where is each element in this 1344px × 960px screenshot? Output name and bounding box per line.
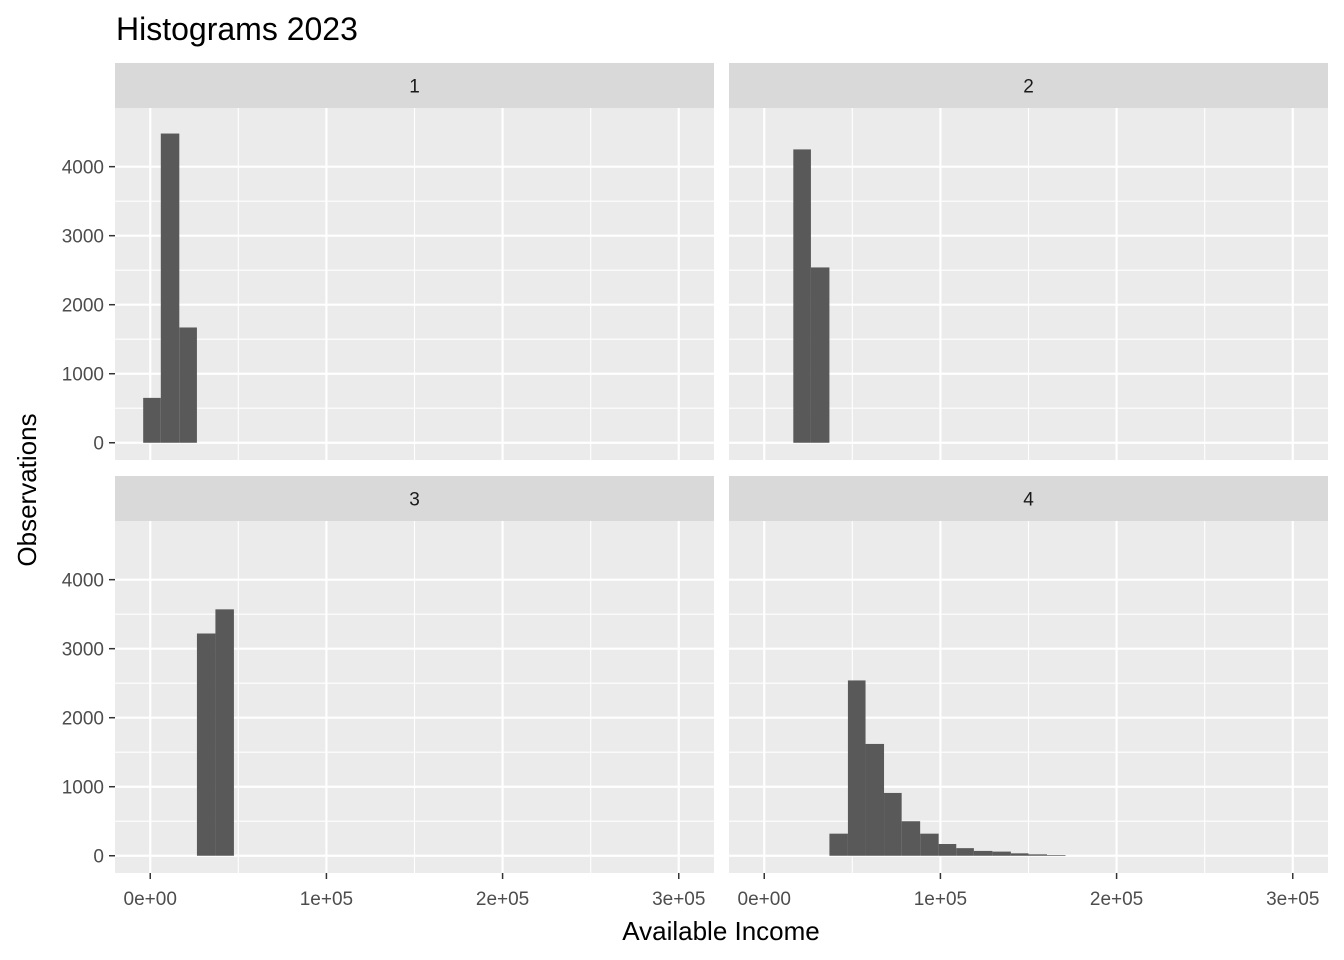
histogram-bar xyxy=(992,851,1011,856)
facet-strip-label: 2 xyxy=(1023,77,1034,98)
histogram-bar xyxy=(1028,854,1047,856)
histogram-bar xyxy=(215,609,234,856)
x-tick-label: 3e+05 xyxy=(652,889,705,910)
facet-panel-2: 2 xyxy=(729,63,1328,460)
histogram-bar xyxy=(179,327,197,443)
chart-title: Histograms 2023 xyxy=(116,11,358,47)
y-tick-label: 3000 xyxy=(62,227,104,248)
histogram-bar xyxy=(865,743,885,856)
facet-strip xyxy=(729,476,1328,521)
histogram-bar xyxy=(901,821,921,856)
histogram-bar xyxy=(847,680,866,856)
y-tick-label: 2000 xyxy=(62,296,104,317)
histogram-bar xyxy=(920,833,939,856)
facet-strip-label: 1 xyxy=(409,77,420,98)
y-tick-label: 0 xyxy=(93,847,104,868)
x-tick-label: 1e+05 xyxy=(300,889,353,910)
y-tick-label: 4000 xyxy=(62,571,104,592)
facet-strip-label: 3 xyxy=(409,490,420,511)
facet-strip-label: 4 xyxy=(1023,490,1034,511)
facet-strip xyxy=(729,63,1328,108)
x-axis-title: Available Income xyxy=(622,916,820,946)
histogram-bar xyxy=(973,850,993,856)
y-tick-label: 0 xyxy=(93,434,104,455)
histogram-bar xyxy=(829,833,848,856)
y-tick-label: 1000 xyxy=(62,365,104,386)
histogram-bar xyxy=(1046,855,1066,856)
x-tick-label: 2e+05 xyxy=(476,889,529,910)
histogram-bar xyxy=(884,792,902,856)
histogram-bar xyxy=(1010,853,1029,856)
histogram-bar xyxy=(810,267,830,443)
x-tick-label: 0e+00 xyxy=(124,889,177,910)
histogram-bar xyxy=(793,149,811,443)
y-axis-title: Observations xyxy=(12,413,42,566)
x-tick-label: 3e+05 xyxy=(1266,889,1319,910)
histogram-bar xyxy=(938,844,957,856)
facet-panel-1: 1 0 1000 2000 3000 4000 xyxy=(62,63,714,460)
y-tick-label: 4000 xyxy=(62,158,104,179)
histogram-bar xyxy=(160,133,180,443)
x-tick-label: 0e+00 xyxy=(738,889,791,910)
histogram-bar xyxy=(956,848,974,856)
histogram-bar xyxy=(196,633,216,856)
y-tick-label: 1000 xyxy=(62,778,104,799)
x-tick-label: 1e+05 xyxy=(914,889,967,910)
facet-strip xyxy=(115,476,714,521)
y-tick-label: 2000 xyxy=(62,709,104,730)
facet-panel-3: 3 0 1000 2000 3000 4000 0e+00 1e+05 2e+05 3e+05 xyxy=(62,476,714,910)
y-tick-label: 3000 xyxy=(62,640,104,661)
facet-panel-4: 4 0e+00 1e+05 2e+05 3e+05 xyxy=(729,476,1328,910)
histogram-bar xyxy=(143,397,161,443)
facet-panels: 1 0 1000 2000 3000 4000 2 3 0 1000 2000 3000 4000 0e+… xyxy=(62,63,1328,910)
facet-strip xyxy=(115,63,714,108)
x-tick-label: 2e+05 xyxy=(1090,889,1143,910)
